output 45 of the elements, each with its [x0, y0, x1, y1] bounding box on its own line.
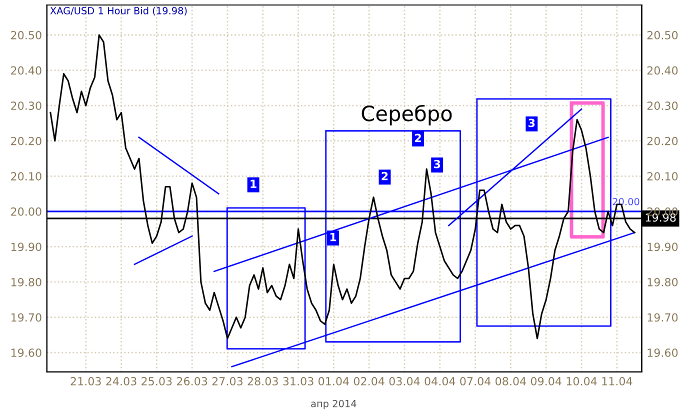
x-tick-label: 21.03: [70, 377, 101, 386]
y-tick-label: 19.70: [11, 313, 42, 322]
annotation: Серебро: [362, 104, 452, 126]
x-tick-label: 27.03: [212, 377, 242, 386]
x-tick-label: 10.04: [566, 377, 597, 386]
x-tick-label: 25.03: [142, 377, 172, 386]
y-tick-label: 19.90: [11, 242, 42, 252]
annotation: 1: [330, 232, 336, 242]
y2-tick-label: 19.70: [648, 313, 678, 322]
y2-tick-label: 20.50: [647, 30, 678, 40]
x-tick-label: 24.03: [106, 377, 136, 386]
annotation: 3: [528, 118, 535, 128]
x-tick-label: 11.04: [602, 377, 632, 386]
annotation: 3: [434, 160, 440, 168]
y-tick-label: 20.50: [11, 30, 42, 40]
y-tick-label: 19.60: [11, 348, 42, 357]
y2-tick-label: 19.80: [648, 278, 678, 286]
y2-tick-label: 19.60: [648, 348, 678, 357]
text: апр 2014: [311, 400, 356, 410]
annotation: 2: [382, 172, 388, 180]
x-tick-label: 01.04: [318, 377, 349, 386]
x-tick-label: 28.03: [248, 377, 278, 386]
ref-line-label: 20.00: [612, 198, 640, 206]
y2-tick-label: 20.40: [647, 66, 678, 75]
annotation: 2: [415, 134, 421, 142]
x-tick-label: 02.04: [354, 377, 384, 386]
x-tick-label: 03.04: [389, 377, 420, 386]
x-tick-label: 09.04: [530, 377, 562, 386]
x-tick-label: 08.04: [496, 377, 526, 386]
y-tick-label: 20.30: [11, 102, 42, 110]
y-tick-label: 20.10: [11, 172, 42, 181]
y2-tick-label: 20.30: [647, 102, 678, 110]
y-tick-label: 20.20: [11, 136, 42, 146]
x-tick-label: 04.04: [424, 377, 456, 386]
y2-tick-label: 20.10: [647, 172, 678, 181]
x-tick-label: 26.03: [176, 377, 208, 386]
y-tick-label: 19.80: [11, 278, 42, 286]
y-tick-label: 20.00: [11, 207, 42, 216]
y2-tick-label: 20.20: [647, 136, 678, 146]
chart-title: XAG/USD 1 Hour Bid (19.98): [50, 6, 187, 16]
x-tick-label: 31.03: [283, 377, 314, 386]
y-tick-label: 20.40: [11, 66, 42, 75]
annotation: 1: [250, 180, 256, 188]
y2-tick-label: 19.90: [648, 242, 678, 252]
x-tick-label: 07.04: [460, 377, 491, 386]
